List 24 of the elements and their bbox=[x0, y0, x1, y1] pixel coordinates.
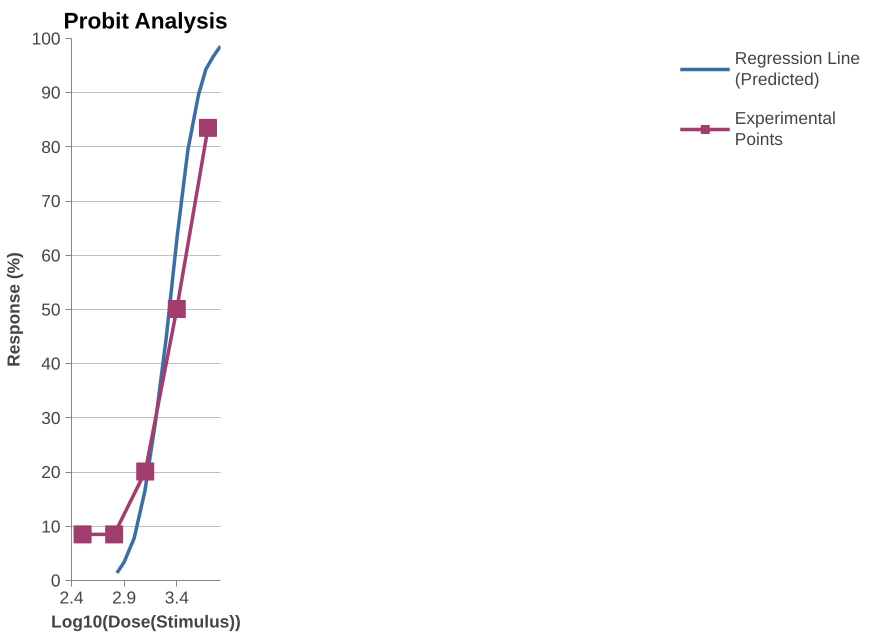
point bbox=[105, 525, 124, 544]
point bbox=[74, 525, 92, 544]
y-tick-label: 100 bbox=[32, 28, 61, 48]
x-axis-title: Log10(Dose(Stimulus)) bbox=[51, 612, 241, 632]
y-tick-label: 70 bbox=[41, 191, 61, 212]
x-tick-label: 2.4 bbox=[59, 588, 84, 608]
y-axis-title: Response (%) bbox=[4, 252, 24, 367]
y-tick-label: 40 bbox=[41, 354, 61, 374]
y-tick-label: 80 bbox=[41, 136, 61, 157]
legend-label: Experimental Points bbox=[734, 108, 836, 150]
point bbox=[168, 300, 186, 318]
y-tick-label: 0 bbox=[50, 570, 61, 590]
legend-label: Regression Line (Predicted) bbox=[734, 48, 860, 90]
y-tick-label: 20 bbox=[41, 462, 61, 482]
y-tick-label: 60 bbox=[41, 245, 61, 266]
point bbox=[136, 462, 154, 481]
y-tick-label: 10 bbox=[41, 516, 61, 536]
point bbox=[198, 118, 217, 137]
y-tick-label: 90 bbox=[41, 82, 61, 103]
chart-title: Probit Analysis bbox=[64, 8, 228, 34]
x-tick-label: 2.9 bbox=[112, 588, 136, 608]
y-tick-label: 50 bbox=[41, 300, 61, 320]
y-tick-label: 30 bbox=[41, 408, 61, 428]
x-tick-label: 3.4 bbox=[164, 588, 190, 608]
